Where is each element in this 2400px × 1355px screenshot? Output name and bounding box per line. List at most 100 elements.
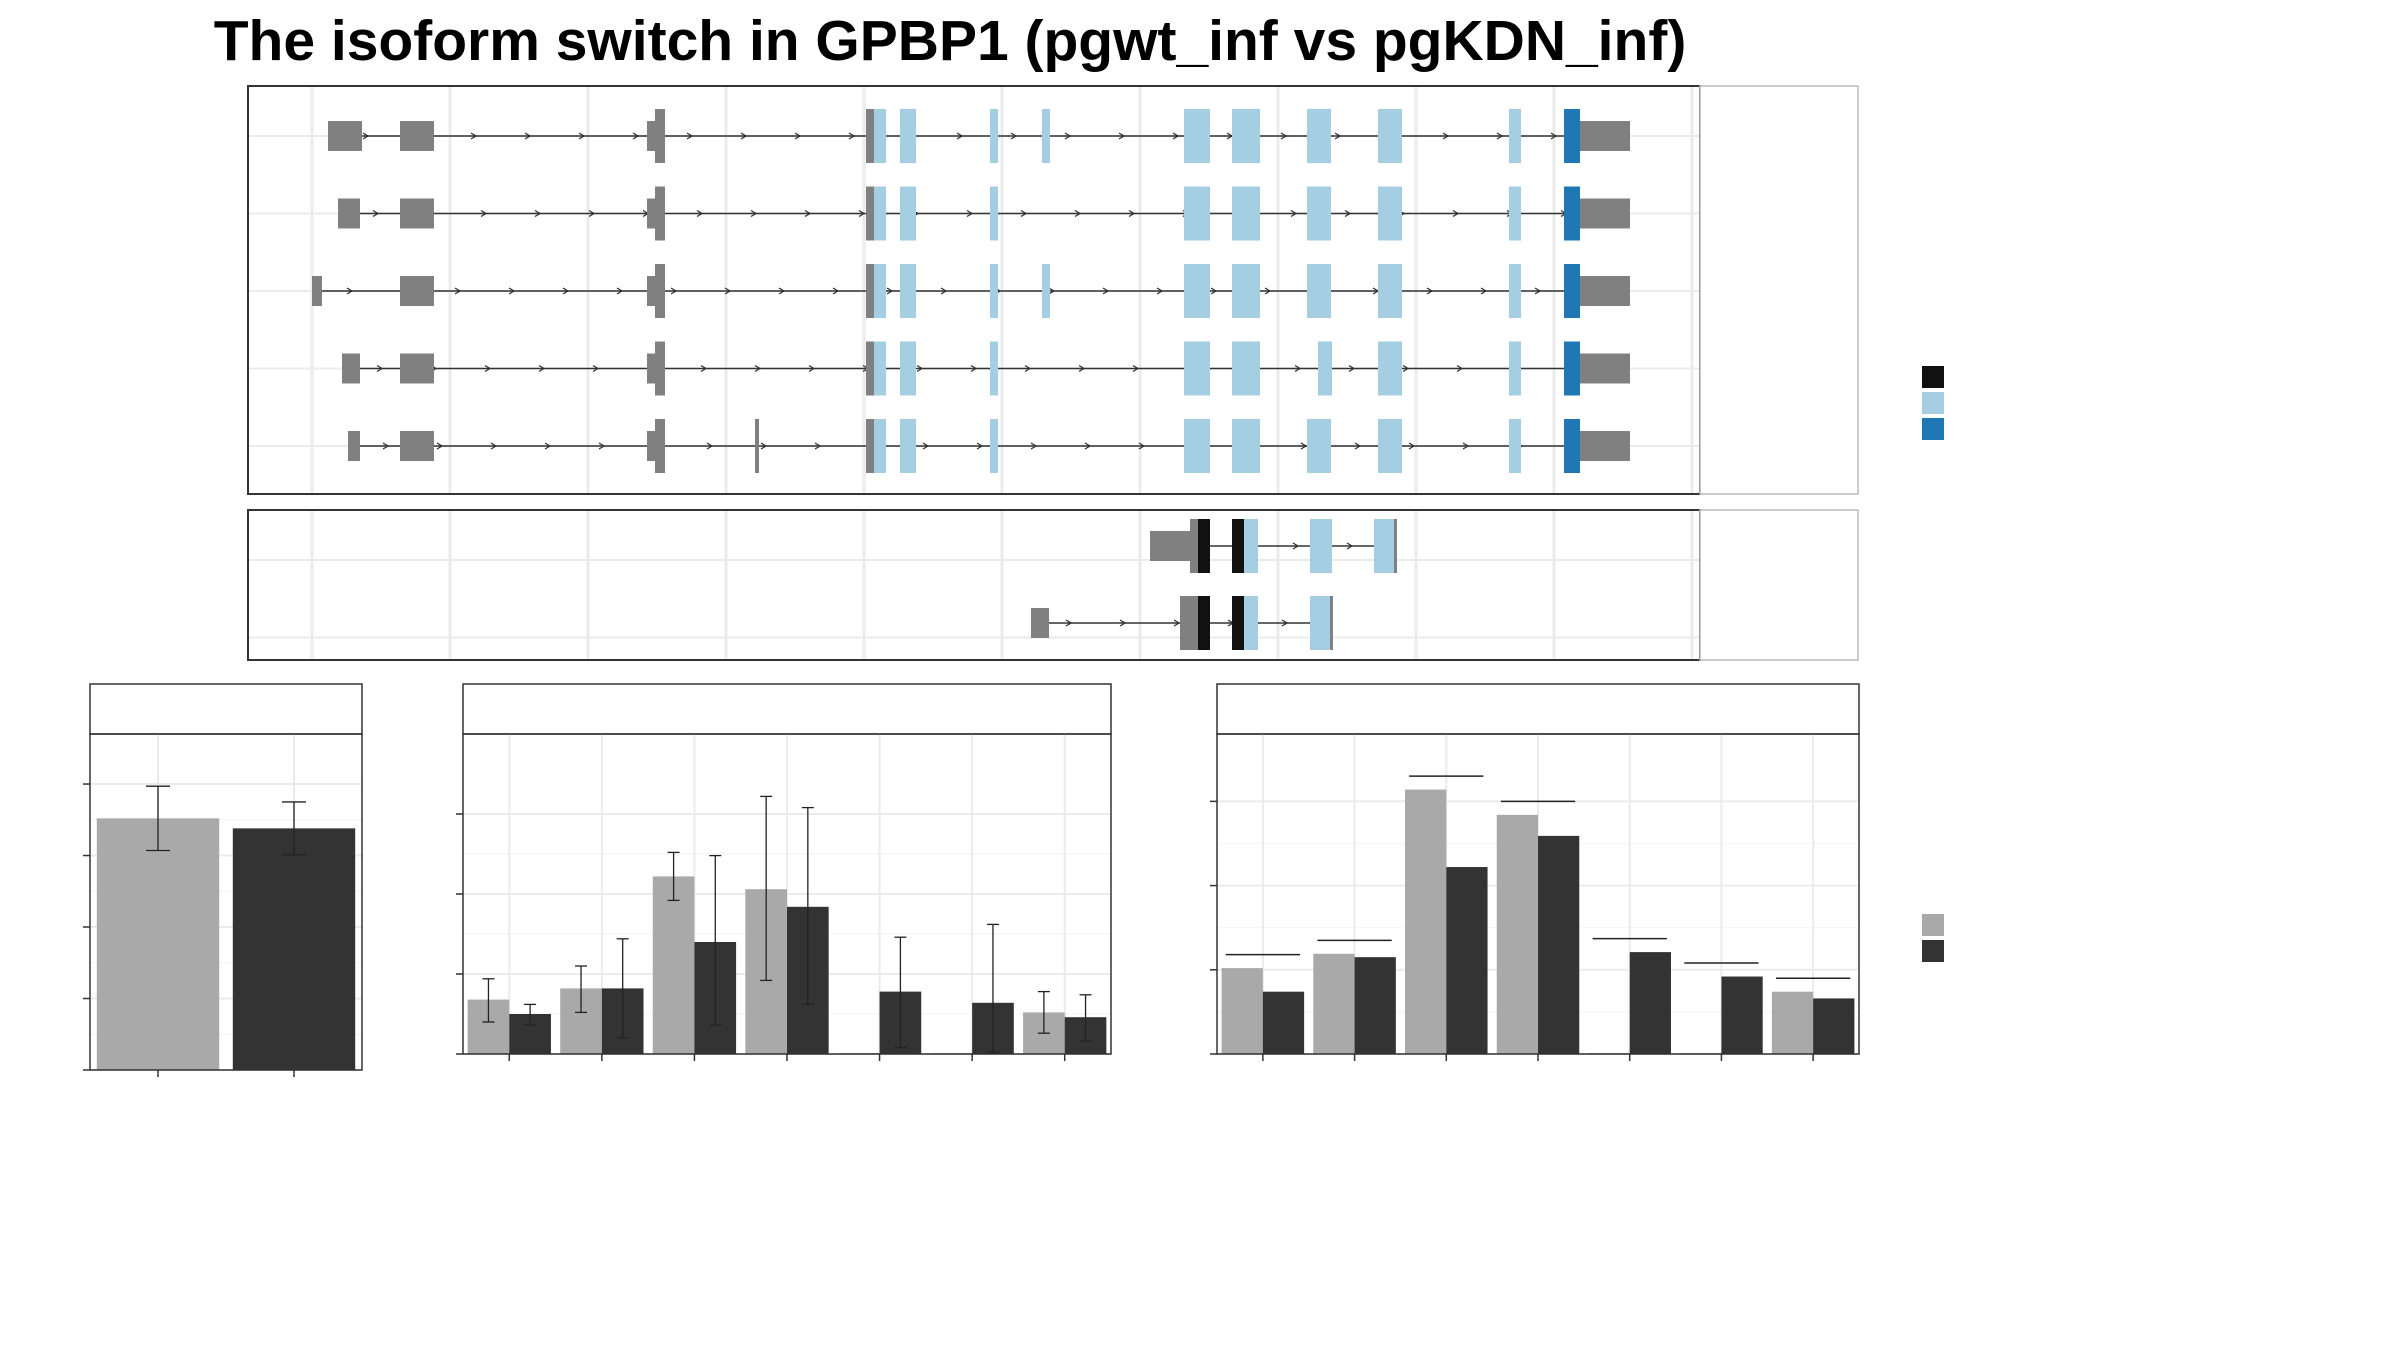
- exon-block: [1307, 109, 1331, 163]
- strand-arrow: [760, 442, 768, 450]
- strand-arrow: [848, 132, 856, 140]
- exon-block: [1184, 264, 1210, 318]
- exon-block: [1198, 596, 1210, 650]
- strand-arrow: [362, 132, 370, 140]
- bar-pgwt_inf: [652, 876, 695, 1054]
- strand-arrow: [706, 442, 714, 450]
- exon-block: [866, 186, 874, 241]
- exon-block: [400, 431, 434, 461]
- legend-swatch: [1922, 392, 1944, 414]
- bar-pgKDN_inf: [1446, 867, 1488, 1054]
- strand-arrow: [1300, 442, 1308, 450]
- bar-pgwt_inf: [96, 818, 220, 1070]
- exon-block: [900, 264, 916, 318]
- exon-block: [400, 198, 434, 229]
- exon-block: [1232, 109, 1260, 163]
- exon-block: [655, 419, 665, 473]
- strand-arrow: [578, 132, 586, 140]
- strand-arrow: [534, 209, 542, 218]
- strand-arrow: [1354, 442, 1362, 450]
- strand-arrow: [538, 364, 546, 373]
- exon-block: [1250, 596, 1258, 650]
- panel-border: [462, 733, 1112, 1055]
- strand-arrow: [778, 287, 786, 295]
- strand-arrow: [700, 364, 708, 373]
- strand-arrow: [670, 287, 678, 295]
- strand-arrow: [376, 364, 384, 373]
- exon-block: [1509, 264, 1521, 318]
- legend-swatch: [1922, 418, 1944, 440]
- strand-arrow: [976, 442, 984, 450]
- exon-block: [1378, 419, 1402, 473]
- strand-arrow: [696, 209, 704, 218]
- exon-block: [1378, 341, 1402, 396]
- exon-block: [338, 198, 360, 229]
- strand-arrow: [1426, 287, 1434, 295]
- strand-arrow: [1408, 442, 1416, 450]
- exon-block: [1318, 341, 1332, 396]
- exon-block: [990, 264, 998, 318]
- strand-arrow: [436, 442, 444, 450]
- exon-block: [647, 121, 655, 151]
- strand-arrow: [1118, 132, 1126, 140]
- bar-pgwt_inf: [1405, 789, 1447, 1054]
- exon-block: [1198, 519, 1210, 573]
- exon-block: [1184, 186, 1210, 241]
- exon-block: [900, 186, 916, 241]
- bar-pgwt_inf: [1313, 953, 1355, 1054]
- strand-arrow: [508, 287, 516, 295]
- coding-structure-panel: [247, 85, 1859, 495]
- exon-block: [1378, 109, 1402, 163]
- strand-arrow: [632, 132, 640, 140]
- exon-block: [1509, 341, 1521, 396]
- strand-arrow: [1210, 287, 1218, 295]
- strand-arrow: [1156, 287, 1164, 295]
- exon-block: [1330, 596, 1333, 650]
- strand-arrow: [616, 287, 624, 295]
- exon-block: [647, 276, 655, 306]
- exon-block: [1184, 341, 1210, 396]
- legend-swatch: [1922, 914, 1944, 936]
- strand-arrow: [814, 442, 822, 450]
- strand-arrow: [916, 364, 924, 373]
- legend-swatch: [1922, 366, 1944, 388]
- exon-block: [1310, 596, 1330, 650]
- exon-block: [1509, 186, 1521, 241]
- exon-block: [400, 121, 434, 151]
- exon-block: [1564, 186, 1580, 241]
- exon-block: [1180, 596, 1188, 650]
- exon-block: [900, 109, 916, 163]
- exon-block: [874, 109, 886, 163]
- exon-block: [655, 341, 665, 396]
- exon-block: [647, 353, 655, 384]
- strand-arrow: [750, 209, 758, 218]
- exon-block: [342, 353, 360, 384]
- condition-legend: [1922, 914, 1944, 962]
- bar-pgwt_inf: [1221, 968, 1263, 1054]
- exon-block: [1232, 341, 1260, 396]
- strand-arrow: [808, 364, 816, 373]
- strand-arrow: [1534, 287, 1542, 295]
- strand-arrow: [1452, 209, 1460, 218]
- panel-border: [89, 733, 363, 1071]
- strand-arrow: [794, 132, 802, 140]
- strand-arrow: [832, 287, 840, 295]
- strand-arrow: [970, 364, 978, 373]
- strand-arrow: [1138, 442, 1146, 450]
- exon-block: [655, 109, 665, 163]
- legend-swatch: [1922, 940, 1944, 962]
- exon-block: [655, 264, 665, 318]
- strand-arrow: [1402, 364, 1410, 373]
- strand-arrow: [1348, 364, 1356, 373]
- exon-block: [1564, 109, 1580, 163]
- strand-arrow: [1294, 364, 1302, 373]
- exon-block: [866, 341, 874, 396]
- exon-block: [1232, 264, 1260, 318]
- exon-block: [1307, 264, 1331, 318]
- exon-block: [348, 431, 360, 461]
- strand-arrow: [1480, 287, 1488, 295]
- strand-arrow: [1119, 619, 1127, 627]
- exon-block: [1188, 596, 1198, 650]
- exon-block: [1580, 198, 1630, 229]
